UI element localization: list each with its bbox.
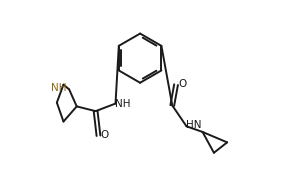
Text: HN: HN bbox=[186, 120, 201, 130]
Text: NH: NH bbox=[51, 84, 66, 94]
Text: O: O bbox=[100, 130, 108, 140]
Text: O: O bbox=[178, 79, 186, 89]
Text: NH: NH bbox=[115, 98, 130, 108]
